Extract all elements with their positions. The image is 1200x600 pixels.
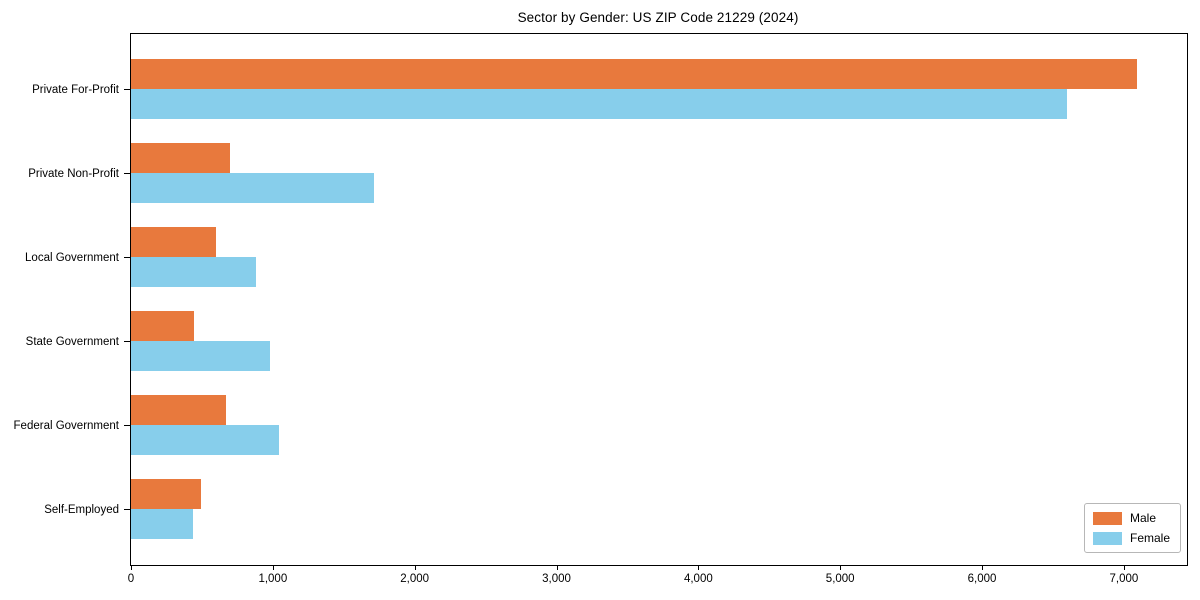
chart-title: Sector by Gender: US ZIP Code 21229 (202…	[517, 10, 799, 25]
plot-area: Male Female Private For-Profit Private No…	[14, 33, 1188, 585]
bar-male-0	[131, 59, 1137, 89]
y-axis-label-1: Private Non-Profit	[28, 168, 119, 180]
bar-male-3	[131, 311, 195, 341]
bar-female-5	[131, 509, 194, 539]
y-tick-4	[124, 425, 130, 426]
y-axis-label-0: Private For-Profit	[32, 84, 119, 96]
bar-female-0	[131, 89, 1068, 119]
female-swatch	[1092, 531, 1122, 545]
y-tick-1	[124, 173, 130, 174]
y-tick-2	[124, 257, 130, 258]
bar-male-4	[131, 395, 227, 425]
x-axis-label-6: 6,000	[967, 573, 997, 585]
x-tick-4	[698, 565, 700, 570]
x-tick-1	[272, 565, 274, 570]
y-axis-label-2: Local Government	[25, 252, 119, 264]
bar-female-2	[131, 257, 256, 287]
bar-male-2	[131, 227, 217, 257]
y-axis-label-4: Federal Government	[13, 420, 119, 432]
y-tick-3	[124, 341, 130, 342]
legend-label-male: Male	[1129, 511, 1156, 525]
x-axis-label-7: 7,000	[1109, 573, 1139, 585]
x-tick-5	[840, 565, 842, 570]
x-tick-7	[1123, 565, 1125, 570]
male-swatch	[1092, 511, 1122, 525]
x-axis-label-3: 3,000	[542, 573, 571, 585]
legend: Male Female	[1083, 503, 1181, 553]
x-axis-label-0: 0	[127, 573, 135, 585]
y-axis-label-3: State Government	[25, 336, 119, 348]
legend-item-female: Female	[1092, 531, 1170, 545]
x-tick-3	[556, 565, 558, 570]
x-axis-label-2: 2,000	[400, 573, 430, 585]
legend-label-female: Female	[1129, 531, 1170, 545]
bar-female-3	[131, 341, 270, 371]
y-tick-0	[124, 89, 130, 90]
legend-item-male: Male	[1092, 511, 1170, 525]
bar-male-1	[131, 143, 231, 173]
x-tick-2	[414, 565, 416, 570]
y-axis-label-5: Self-Employed	[44, 504, 119, 516]
bar-female-4	[131, 425, 279, 455]
x-tick-0	[131, 565, 132, 570]
x-tick-6	[982, 565, 984, 570]
x-axis-label-1: 1,000	[258, 573, 288, 585]
x-axis-label-5: 5,000	[825, 573, 855, 585]
bar-female-1	[131, 173, 375, 203]
bar-male-5	[131, 479, 201, 509]
y-tick-5	[124, 509, 130, 510]
x-axis-label-4: 4,000	[683, 573, 713, 585]
